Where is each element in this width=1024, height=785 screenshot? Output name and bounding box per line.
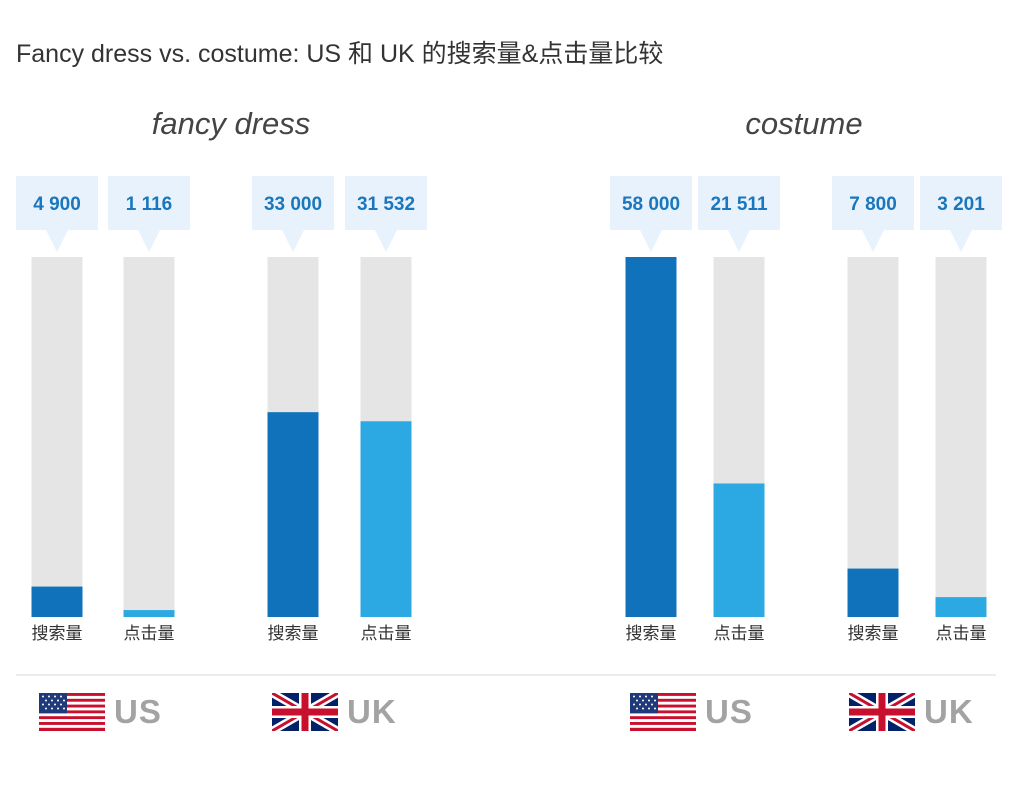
category-label-fancy-dress-uk-click: 点击量 bbox=[361, 624, 412, 643]
bar-costume-uk-search bbox=[847, 568, 899, 617]
us-flag-icon bbox=[39, 693, 105, 731]
uk-flag-icon bbox=[272, 693, 338, 731]
value-callout-costume-us-search bbox=[610, 176, 692, 252]
chart-title: Fancy dress vs. costume: US 和 UK 的搜索量&点击… bbox=[16, 40, 664, 68]
bar-fancy-dress-us-search bbox=[31, 586, 83, 617]
bar-track-costume-uk-click bbox=[935, 257, 987, 617]
value-callout-fancy-dress-uk-click bbox=[345, 176, 427, 252]
uk-flag-icon bbox=[849, 693, 915, 731]
data-label-fancy-dress-uk-click: 31 532 bbox=[357, 194, 415, 215]
bar-costume-us-search bbox=[625, 257, 677, 617]
country-label-us: US bbox=[114, 693, 162, 730]
bar-costume-us-click bbox=[713, 483, 765, 617]
category-label-fancy-dress-us-search: 搜索量 bbox=[32, 624, 83, 643]
country-label-uk: UK bbox=[347, 693, 397, 730]
data-label-fancy-dress-us-click: 1 116 bbox=[126, 194, 173, 215]
country-uk-fancy: UK bbox=[272, 692, 397, 732]
data-label-fancy-dress-us-search: 4 900 bbox=[33, 194, 81, 215]
data-label-costume-uk-search: 7 800 bbox=[849, 194, 897, 215]
value-callout-costume-us-click bbox=[698, 176, 780, 252]
country-us-fancy: US bbox=[39, 692, 162, 732]
category-label-fancy-dress-us-click: 点击量 bbox=[124, 624, 175, 643]
divider-line bbox=[16, 674, 996, 676]
country-us-costume: US bbox=[630, 692, 753, 732]
value-callout-fancy-dress-us-click bbox=[108, 176, 190, 252]
category-label-costume-uk-click: 点击量 bbox=[936, 624, 987, 643]
category-label-costume-us-search: 搜索量 bbox=[626, 624, 677, 643]
bar-costume-uk-click bbox=[935, 597, 987, 617]
value-callout-costume-uk-click bbox=[920, 176, 1002, 252]
category-label-costume-uk-search: 搜索量 bbox=[848, 624, 899, 643]
bar-chart: 4 900 搜索量 1 116 点击量 33 000 搜索量 31 532 点击量 58 000… bbox=[16, 176, 1002, 643]
data-label-fancy-dress-uk-search: 33 000 bbox=[264, 194, 322, 215]
category-label-fancy-dress-uk-search: 搜索量 bbox=[268, 624, 319, 643]
value-callout-fancy-dress-uk-search bbox=[252, 176, 334, 252]
group-title-costume: costume bbox=[745, 106, 863, 141]
value-callout-fancy-dress-us-search bbox=[16, 176, 98, 252]
bar-track-costume-uk-search bbox=[847, 257, 899, 617]
value-callout-costume-uk-search bbox=[832, 176, 914, 252]
bar-fancy-dress-uk-search bbox=[267, 412, 319, 617]
bar-track-fancy-dress-us-search bbox=[31, 257, 83, 617]
data-label-costume-us-search: 58 000 bbox=[622, 194, 680, 215]
category-label-costume-us-click: 点击量 bbox=[714, 624, 765, 643]
country-label-us: US bbox=[705, 693, 753, 730]
country-label-uk: UK bbox=[924, 693, 974, 730]
bar-fancy-dress-us-click bbox=[123, 610, 175, 617]
bar-fancy-dress-uk-click bbox=[360, 421, 412, 617]
country-uk-costume: UK bbox=[849, 692, 974, 732]
data-label-costume-us-click: 21 511 bbox=[710, 194, 767, 215]
us-flag-icon bbox=[630, 693, 696, 731]
group-title-fancy-dress: fancy dress bbox=[151, 106, 311, 141]
bar-track-fancy-dress-us-click bbox=[123, 257, 175, 617]
data-label-costume-uk-click: 3 201 bbox=[937, 194, 985, 215]
